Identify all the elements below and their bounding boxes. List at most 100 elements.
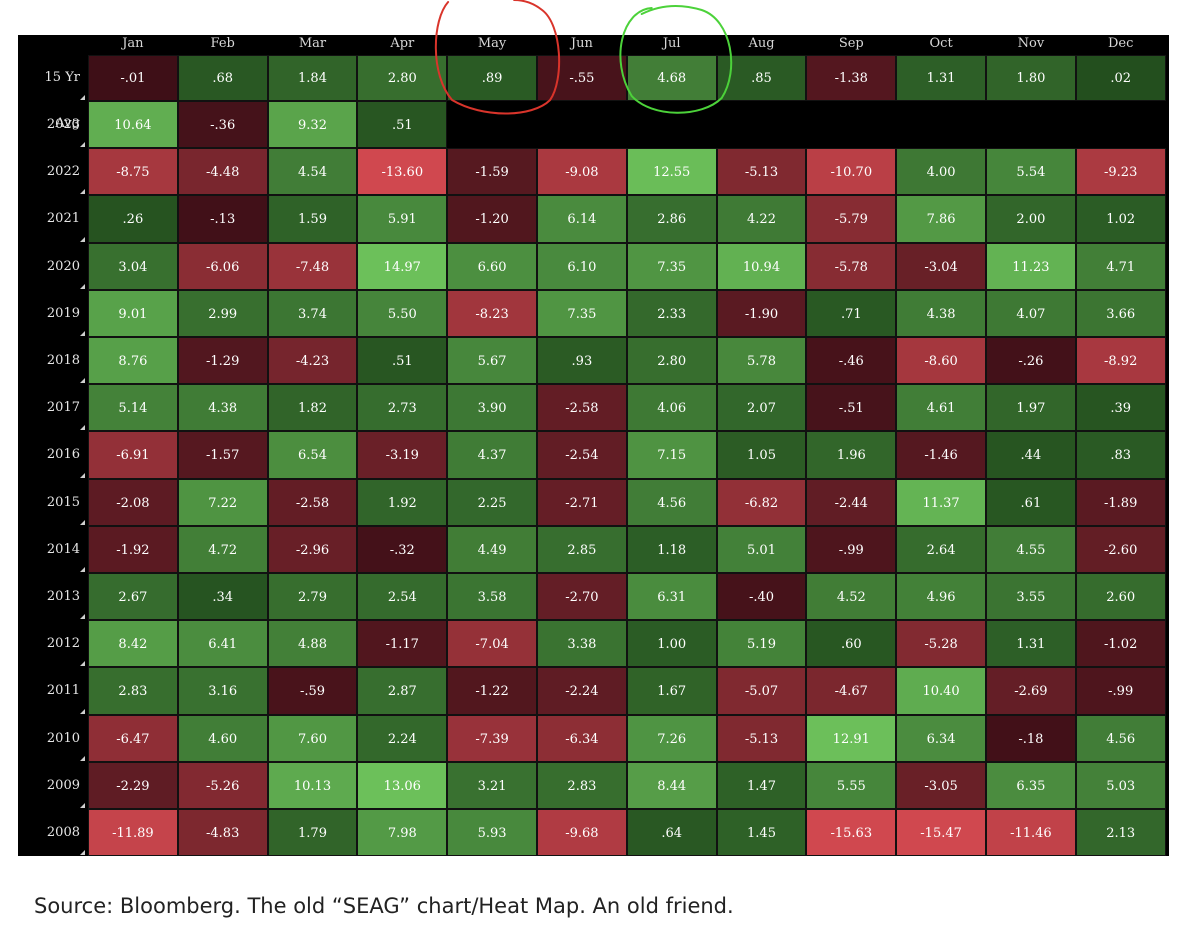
heatmap-cell-2017-jul: 4.06 (626, 384, 717, 432)
heatmap-cell-2015-nov: .61 (986, 478, 1076, 526)
row-marker (80, 708, 85, 714)
heatmap-cell-15-yr-avg-nov: 1.80 (986, 55, 1076, 101)
heatmap-cell-2013-apr: 2.54 (357, 573, 448, 621)
heatmap-cell-2021-feb: -.13 (177, 195, 268, 243)
heatmap-cell-2017-dec: .39 (1075, 384, 1166, 432)
row-header-2021: 2021 (46, 211, 80, 227)
row-marker (80, 472, 85, 478)
heatmap-cell-2016-dec: .83 (1075, 431, 1166, 479)
heatmap-cell-2016-feb: -1.57 (177, 431, 268, 479)
heatmap-cell-2010-apr: 2.24 (357, 714, 448, 762)
heatmap-cell-2010-dec: 4.56 (1075, 714, 1166, 762)
heatmap-cell-2009-aug: 1.47 (716, 761, 807, 809)
heatmap-cell-2009-sep: 5.55 (806, 761, 897, 809)
heatmap-cell-2017-oct: 4.61 (896, 384, 986, 432)
heatmap-cell-2021-mar: 1.59 (267, 195, 358, 243)
heatmap-cell-2020-jul: 7.35 (626, 242, 717, 290)
heatmap-cell-2022-sep: -10.70 (806, 148, 897, 196)
heatmap-cell-2016-jan: -6.91 (88, 431, 178, 479)
heatmap-cell-2019-jan: 9.01 (88, 289, 178, 337)
heatmap-cell-2008-aug: 1.45 (716, 809, 807, 857)
heatmap-cell-2018-apr: .51 (357, 337, 448, 385)
heatmap-cell-2013-mar: 2.79 (267, 573, 358, 621)
heatmap-cell-2018-dec: -8.92 (1075, 337, 1166, 385)
row-marker (80, 283, 85, 289)
heatmap-cell-15-yr-avg-jul: 4.68 (626, 55, 717, 101)
heatmap-cell-2016-apr: -3.19 (357, 431, 448, 479)
heatmap-cell-2017-nov: 1.97 (986, 384, 1076, 432)
row-marker (80, 614, 85, 620)
heatmap-cell-2009-nov: 6.35 (986, 761, 1076, 809)
row-marker (80, 95, 85, 100)
heatmap-cell-2008-nov: -11.46 (986, 809, 1076, 857)
column-header-may: May (477, 36, 507, 51)
heatmap-cell-2021-nov: 2.00 (986, 195, 1076, 243)
heatmap-cell-2020-may: 6.60 (447, 242, 537, 290)
heatmap-cell-2020-feb: -6.06 (177, 242, 268, 290)
heatmap-cell-2008-may: 5.93 (447, 809, 537, 857)
heatmap-cell-2015-aug: -6.82 (716, 478, 807, 526)
heatmap-cell-2014-sep: -.99 (806, 525, 897, 573)
heatmap-cell-2023-jan: 10.64 (88, 101, 178, 149)
row-header-2011: 2011 (46, 683, 80, 699)
heatmap-cell-15-yr-avg-apr: 2.80 (357, 55, 448, 101)
heatmap-cell-2011-aug: -5.07 (716, 667, 807, 715)
heatmap-cell-2019-jun: 7.35 (537, 289, 627, 337)
heatmap-cell-2020-dec: 4.71 (1075, 242, 1166, 290)
row-marker (80, 378, 85, 384)
heatmap-cell-2023-apr: .51 (357, 101, 448, 149)
heatmap-cell-2008-sep: -15.63 (806, 809, 897, 857)
heatmap-cell-2015-jun: -2.71 (537, 478, 627, 526)
heatmap-cell-2009-feb: -5.26 (177, 761, 268, 809)
heatmap-cell-2012-aug: 5.19 (716, 620, 807, 668)
heatmap-cell-2015-oct: 11.37 (896, 478, 986, 526)
heatmap-cell-2019-may: -8.23 (447, 289, 537, 337)
heatmap-cell-2017-may: 3.90 (447, 384, 537, 432)
heatmap-cell-2010-nov: -.18 (986, 714, 1076, 762)
heatmap-cell-2010-aug: -5.13 (716, 714, 807, 762)
heatmap-cell-2018-jun: .93 (537, 337, 627, 385)
heatmap-cell-2012-dec: -1.02 (1075, 620, 1166, 668)
source-caption: Source: Bloomberg. The old “SEAG” chart/… (34, 894, 734, 918)
heatmap-cell-2016-aug: 1.05 (716, 431, 807, 479)
heatmap-cell-2016-jul: 7.15 (626, 431, 717, 479)
heatmap-cell-2012-apr: -1.17 (357, 620, 448, 668)
row-header-2014: 2014 (46, 541, 80, 557)
heatmap-cell-2020-nov: 11.23 (986, 242, 1076, 290)
heatmap-cell-2015-sep: -2.44 (806, 478, 897, 526)
row-header-2013: 2013 (46, 589, 80, 604)
row-header-2016: 2016 (46, 447, 80, 463)
row-header-2022: 2022 (46, 164, 80, 180)
heatmap-cell-2018-mar: -4.23 (267, 337, 358, 385)
heatmap-cell-2021-apr: 5.91 (357, 195, 448, 243)
heatmap-cell-2022-jul: 12.55 (626, 148, 717, 196)
row-header-2019: 2019 (46, 305, 80, 321)
heatmap-cell-2016-mar: 6.54 (267, 431, 358, 479)
heatmap-cell-2016-nov: .44 (986, 431, 1076, 479)
heatmap-cell-2018-aug: 5.78 (716, 337, 807, 385)
row-header-2018: 2018 (46, 353, 80, 368)
heatmap-cell-2012-sep: .60 (806, 620, 897, 668)
heatmap-cell-2015-dec: -1.89 (1075, 478, 1166, 526)
heatmap-cell-2018-jan: 8.76 (88, 337, 178, 385)
column-header-jul: Jul (662, 36, 681, 51)
heatmap-cell-15-yr-avg-dec: .02 (1075, 55, 1166, 101)
heatmap-cell-2021-may: -1.20 (447, 195, 537, 243)
heatmap-cell-2010-jan: -6.47 (88, 714, 178, 762)
heatmap-cell-2013-nov: 3.55 (986, 573, 1076, 621)
heatmap-cell-2011-dec: -.99 (1075, 667, 1166, 715)
heatmap-cell-2014-aug: 5.01 (716, 525, 807, 573)
row-marker (80, 189, 85, 195)
heatmap-cell-2010-jul: 7.26 (626, 714, 717, 762)
heatmap-cell-2019-mar: 3.74 (267, 289, 358, 337)
heatmap-cell-2014-dec: -2.60 (1075, 525, 1166, 573)
heatmap-cell-2008-apr: 7.98 (357, 809, 448, 857)
heatmap-cell-2017-mar: 1.82 (267, 384, 358, 432)
heatmap-cell-2022-dec: -9.23 (1075, 148, 1166, 196)
heatmap-cell-2022-may: -1.59 (447, 148, 537, 196)
row-marker (80, 661, 85, 667)
heatmap-cell-2018-feb: -1.29 (177, 337, 268, 385)
heatmap-cell-2017-apr: 2.73 (357, 384, 448, 432)
heatmap-cell-15-yr-avg-mar: 1.84 (267, 55, 358, 101)
heatmap-cell-2008-dec: 2.13 (1075, 809, 1166, 857)
